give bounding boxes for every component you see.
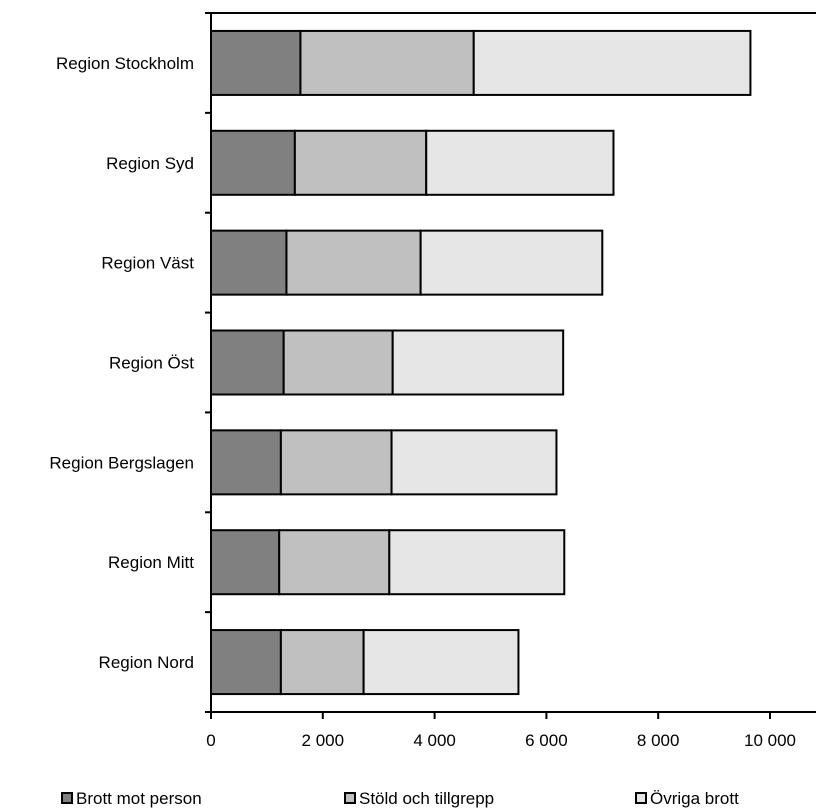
legend-label-1: Brott mot person [76, 789, 202, 808]
legend-swatch-2 [344, 792, 356, 804]
x-tick-label: 2 000 [302, 731, 345, 750]
bar-segment-1-row-3 [210, 229, 288, 296]
x-tick-label: 0 [206, 731, 215, 750]
bars-group [210, 29, 752, 696]
bar-segment-3-row-7 [362, 629, 520, 696]
legend-label-2: Stöld och tillgrepp [359, 789, 494, 808]
category-label: Region Väst [101, 254, 194, 273]
legend-swatch-1 [61, 792, 73, 804]
legend-label-3: Övriga brott [650, 789, 739, 808]
bar-segment-1-row-4 [210, 329, 285, 396]
bar-segment-2-row-1 [299, 29, 475, 96]
bar-segment-1-row-1 [210, 29, 302, 96]
x-tick-label: 6 000 [525, 731, 568, 750]
legend: Brott mot person Stöld och tillgrepp Övrig… [61, 789, 739, 808]
bar-segment-2-row-3 [285, 229, 422, 296]
x-axis: 0 2 000 4 000 6 000 8 000 10 000 [206, 712, 796, 750]
category-label: Region Bergslagen [49, 453, 194, 472]
x-tick-label: 4 000 [413, 731, 456, 750]
bar-segment-3-row-3 [419, 229, 604, 296]
bar-segment-2-row-2 [293, 129, 428, 196]
x-tick-label: 8 000 [637, 731, 680, 750]
bar-segment-2-row-5 [279, 429, 393, 496]
bar-segment-1-row-5 [210, 429, 282, 496]
bar-segment-1-row-2 [210, 129, 296, 196]
bar-segment-3-row-2 [425, 129, 615, 196]
bar-segment-2-row-4 [282, 329, 394, 396]
bar-segment-2-row-6 [278, 529, 391, 596]
bar-segment-1-row-6 [210, 529, 281, 596]
bar-segment-3-row-4 [391, 329, 565, 396]
legend-swatch-3 [635, 792, 647, 804]
x-tick-label: 10 000 [744, 731, 796, 750]
bar-segment-3-row-6 [388, 529, 566, 596]
category-label: Region Syd [106, 154, 194, 173]
bar-segment-2-row-7 [279, 629, 365, 696]
category-label: Region Nord [99, 653, 194, 672]
bar-segment-3-row-1 [472, 29, 752, 96]
category-label: Region Stockholm [56, 54, 194, 73]
category-labels: Region Stockholm Region Syd Region Väst Reg… [49, 54, 194, 672]
plot-frame [205, 12, 816, 713]
bar-segment-1-row-7 [210, 629, 282, 696]
category-label: Region Mitt [108, 553, 194, 572]
bar-segment-3-row-5 [390, 429, 558, 496]
category-label: Region Öst [109, 354, 194, 373]
